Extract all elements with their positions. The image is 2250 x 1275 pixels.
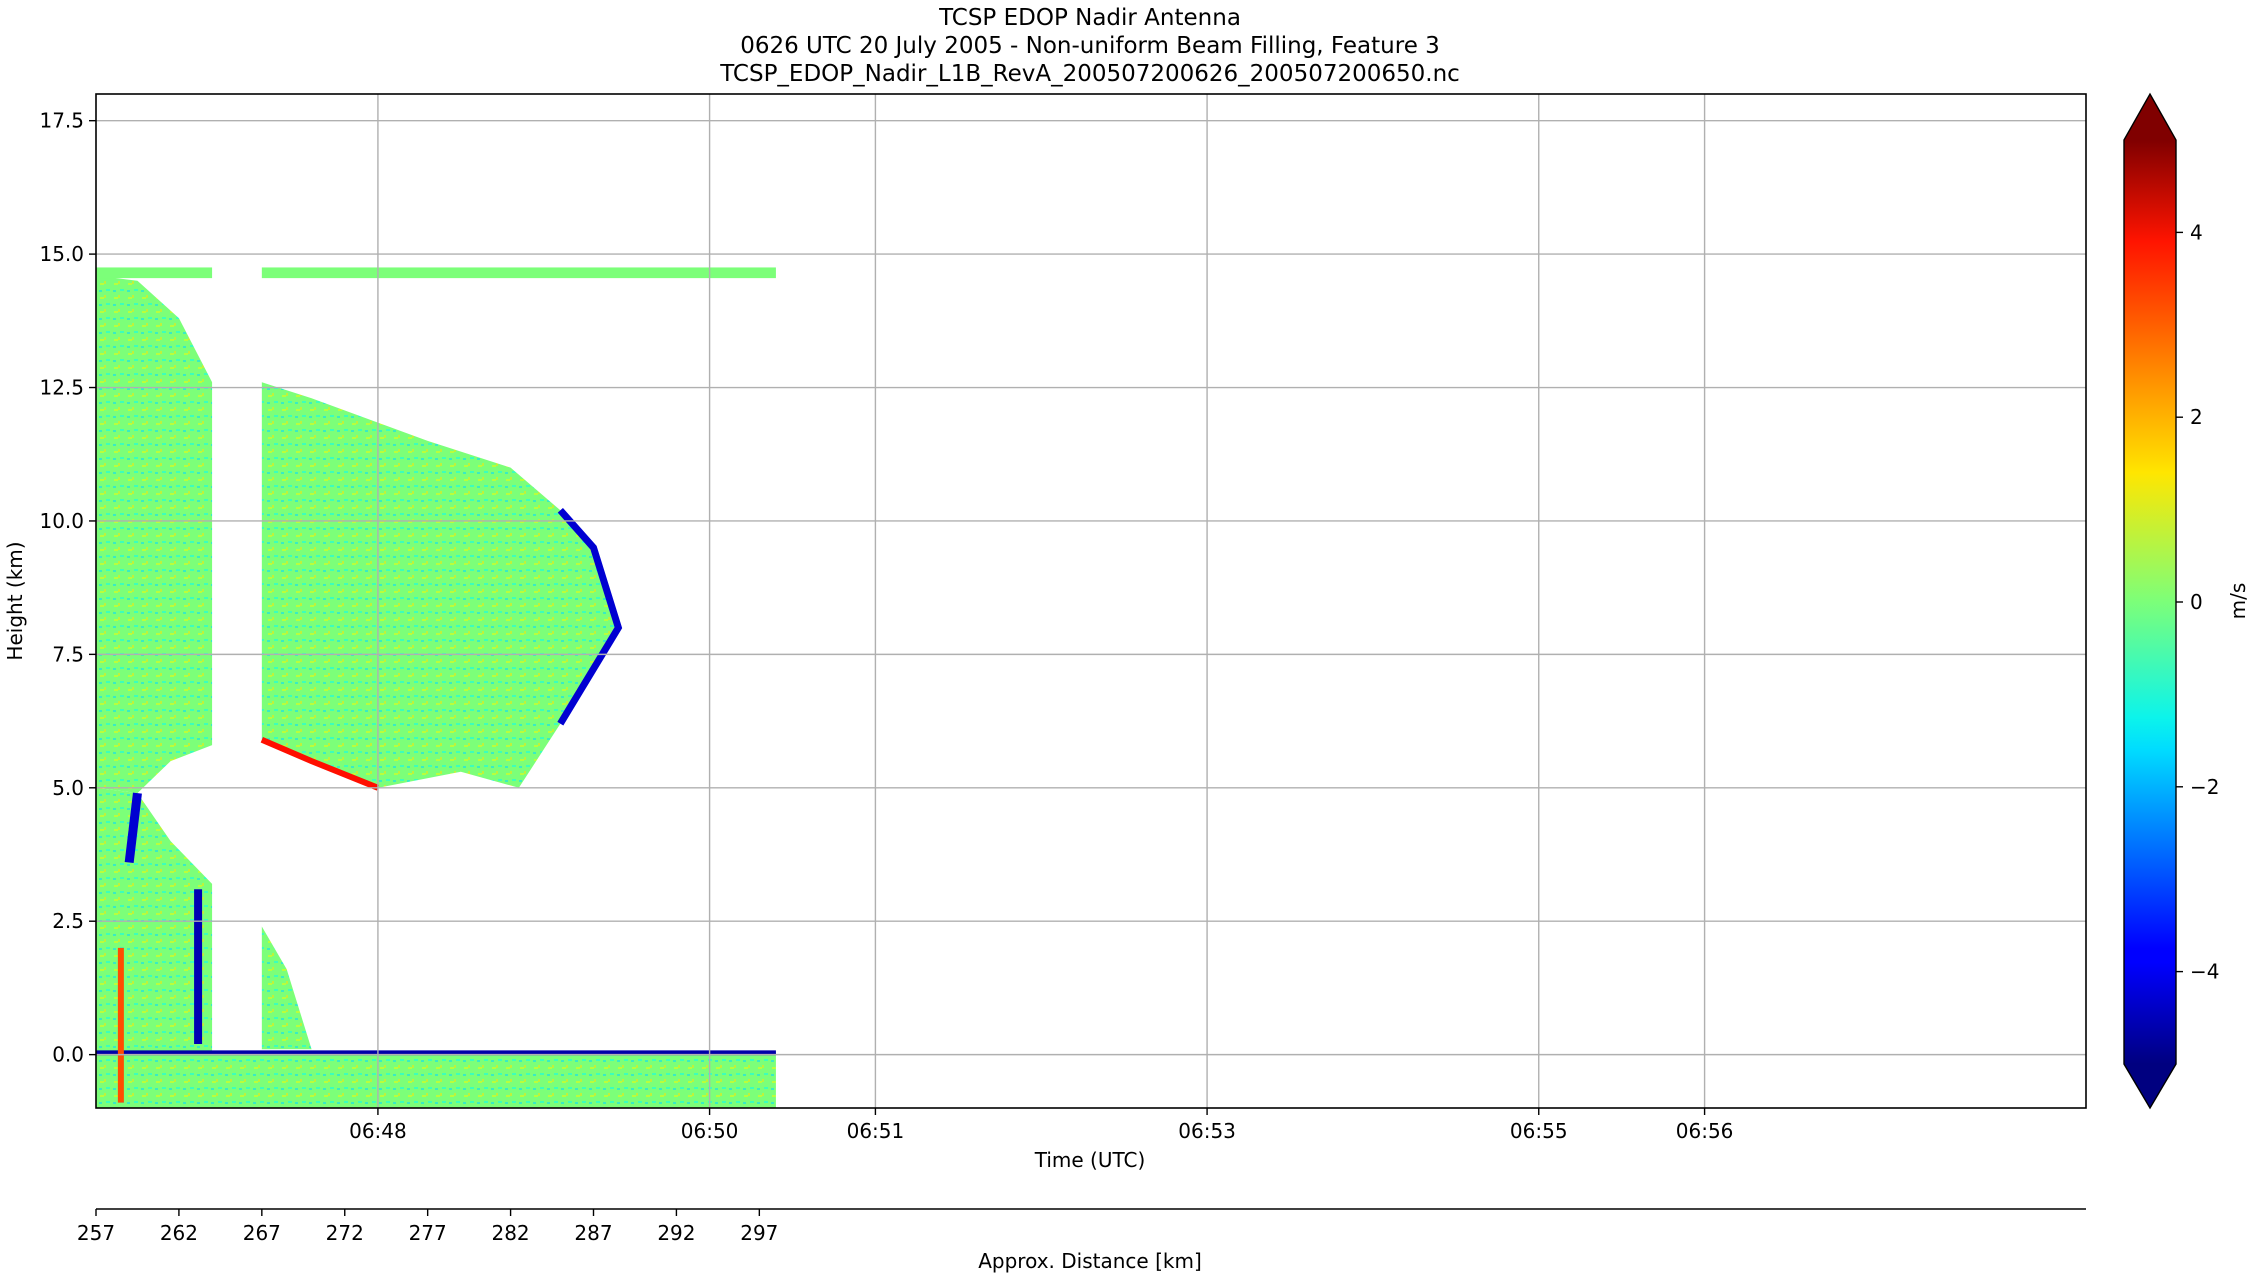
x-tick-label: 06:56 [1676,1119,1734,1143]
title-line-1: TCSP EDOP Nadir Antenna [938,5,1241,31]
anvil-base-updraft [260,737,380,791]
distance-axis-ticks: 257 262 267 272 277 282 287 292 297 [77,1209,778,1245]
distance-tick-label: 297 [740,1221,778,1245]
distance-tick-label: 292 [657,1221,695,1245]
y-tick-label: 15.0 [39,242,84,266]
distance-tick-label: 277 [409,1221,447,1245]
melting-layer-streak [124,792,142,864]
chart-title: TCSP EDOP Nadir Antenna 0626 UTC 20 July… [719,5,1460,87]
distance-tick-label: 287 [574,1221,612,1245]
colorbar-tick-label: 2 [2190,405,2203,429]
cloud-edge-downdraft [557,507,623,726]
y-tick-label: 5.0 [52,776,84,800]
y-tick-label: 7.5 [52,642,84,666]
colorbar: 4 2 0 −2 −4 m/s [2123,92,2250,1110]
distance-tick-label: 267 [243,1221,281,1245]
colorbar-extend-max [2124,94,2176,140]
colorbar-label: m/s [2226,583,2250,620]
surface-line [96,1050,776,1056]
distance-tick-label: 262 [160,1221,198,1245]
colorbar-gradient [2124,140,2176,1064]
x-tick-label: 06:51 [847,1119,905,1143]
colorbar-extend-min [2124,1064,2176,1108]
colorbar-tick-label: −2 [2190,775,2219,799]
distance-tick-label: 257 [77,1221,115,1245]
cloud-anvil-region [261,382,619,788]
y-tick-label: 12.5 [39,376,84,400]
upper-band-right [261,267,776,279]
colorbar-tick-label: −4 [2190,960,2219,984]
x-axis-ticks: 06:48 06:50 06:51 06:53 06:55 06:56 [349,1108,1733,1143]
y-tick-label: 2.5 [52,909,84,933]
precip-shaft [261,926,312,1050]
x-tick-label: 06:48 [349,1119,407,1143]
colorbar-tick-label: 4 [2190,220,2203,244]
y-tick-label: 0.0 [52,1043,84,1067]
surface-band [96,1051,776,1108]
upper-band-left [96,267,213,279]
y-tick-label: 10.0 [39,509,84,533]
distance-tick-label: 272 [326,1221,364,1245]
y-axis-ticks: 0.0 2.5 5.0 7.5 10.0 12.5 15.0 17.5 [39,109,96,1067]
y-tick-label: 17.5 [39,109,84,133]
heatmap-layer [96,267,776,1108]
grid-layer [96,94,2086,1108]
x-tick-label: 06:50 [681,1119,739,1143]
x-axis-label: Time (UTC) [1034,1148,1146,1172]
x-tick-label: 06:53 [1178,1119,1236,1143]
title-line-2: 0626 UTC 20 July 2005 - Non-uniform Beam… [740,33,1440,59]
colorbar-outline [2123,92,2177,1110]
x-tick-label: 06:55 [1510,1119,1568,1143]
title-line-3: TCSP_EDOP_Nadir_L1B_RevA_200507200626_20… [719,61,1460,87]
distance-tick-label: 282 [491,1221,529,1245]
y-axis-label: Height (km) [3,541,27,660]
colorbar-tick-label: 0 [2190,590,2203,614]
plot-area-frame [95,93,2087,1109]
colorbar-ticks: 4 2 0 −2 −4 [2176,220,2219,984]
left-cloud-column [96,275,213,794]
distance-axis-label: Approx. Distance [km] [978,1249,1202,1273]
